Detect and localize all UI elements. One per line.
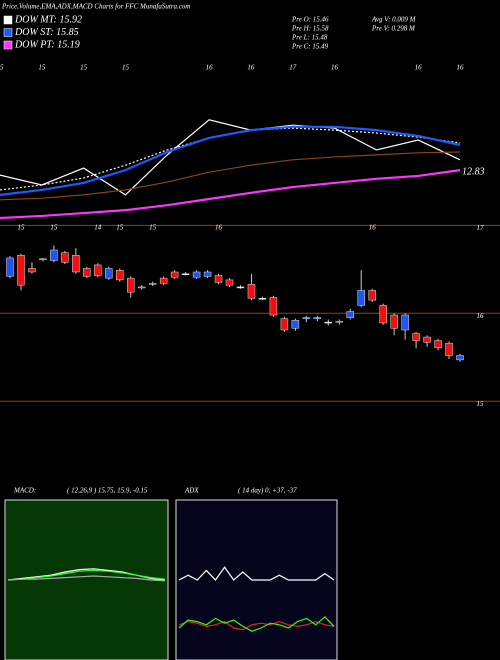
candle-body [61,252,69,263]
y-tick-label: 17 [477,224,485,232]
legend-swatch [3,15,13,25]
candle-body [379,305,387,324]
candle-body [335,320,344,323]
candle-body [390,314,398,329]
candle-body [148,283,157,285]
x-tick-label: 16 [215,224,223,232]
stat: Pre O: 15.46 [291,16,329,24]
candle-body [368,290,376,301]
series-line [178,566,335,581]
x-tick-label: 15 [50,224,58,232]
candle-body [17,255,25,286]
candle-body [236,286,245,289]
panel-title: MACD: [13,487,36,495]
y-tick-label: 15 [477,400,485,408]
candle-body [258,298,267,300]
series-line [0,169,461,220]
stat: Pre L: 15.48 [291,34,328,42]
candle-body [357,290,365,306]
x-tick-label: 16 [369,224,377,232]
x-tick-label: 16 [247,64,255,72]
series-line [7,575,166,582]
legend-label: DOW MT: 15.92 [14,14,82,25]
price-label: 12.83 [462,166,485,177]
candle-body [247,284,256,299]
candle-body [456,355,464,361]
candle-body [269,297,278,316]
panel-subtitle: ( 12,26,9 ) 15.75, 15.9, -0.15 [67,487,148,495]
candle-body [291,320,300,329]
x-tick-label: 16 [415,64,423,72]
candle-body [83,268,91,277]
candle-body [159,277,168,284]
legend-label: DOW ST: 15.85 [14,27,79,38]
candle-body [423,336,431,343]
candle-body [324,321,333,324]
series-line [7,569,166,581]
candle-body [192,271,201,278]
series-line [178,615,335,632]
candle-body [170,271,179,278]
candle-body [280,318,289,331]
x-tick-label: 17 [289,64,297,72]
series-line [0,151,461,201]
candle-body [434,340,442,348]
stat: Avg V: 0.009 M [371,16,417,24]
legend-label: DOW PT: 15.19 [14,39,80,50]
candle-body [445,342,453,356]
stat: Pre V: 0.298 M [371,25,416,33]
candle-body [225,279,234,286]
candle-body [50,249,58,261]
page-title: Price,Volume,EMA,ADX,MACD Charts for FFC… [1,3,190,11]
x-tick-label: 15 [17,224,25,232]
candle-body [6,257,14,277]
candle-body [346,311,354,318]
panel-title: ADX [184,487,199,495]
x-tick-label: 15 [80,64,88,72]
candle-body [126,277,135,293]
series-line [0,127,461,191]
panel-subtitle: ( 14 day) 0, +37, -37 [238,487,297,495]
candle-body [181,273,190,275]
candle-body [105,268,113,279]
candle-body [302,317,311,319]
x-tick-label: 15 [116,224,124,232]
legend-swatch [3,28,13,37]
x-tick-label: 16 [331,64,339,72]
series-line [0,119,461,196]
x-tick-label: 15 [0,64,4,72]
candle-body [401,314,409,331]
candle-body [203,271,212,277]
panel [4,499,169,660]
x-tick-label: 16 [206,64,214,72]
candle-body [412,333,420,341]
y-tick-label: 16 [477,312,485,320]
series-line [178,620,335,631]
candle-body [214,275,223,283]
series-line [0,125,461,196]
x-tick-label: 14 [94,224,102,232]
x-tick-label: 15 [149,224,157,232]
candle-body [137,286,146,289]
legend-swatch [3,40,13,50]
candle-body [39,258,47,261]
stat: Pre C: 15.49 [291,43,329,51]
x-tick-label: 15 [38,64,46,72]
x-tick-label: 16 [457,64,465,72]
candle-body [313,317,322,319]
x-tick-label: 15 [122,64,130,72]
candle-body [28,268,36,273]
candle-body [94,264,102,276]
candle-body [116,269,124,281]
stat: Pre H: 15.58 [291,25,329,33]
candle-body [72,255,80,273]
